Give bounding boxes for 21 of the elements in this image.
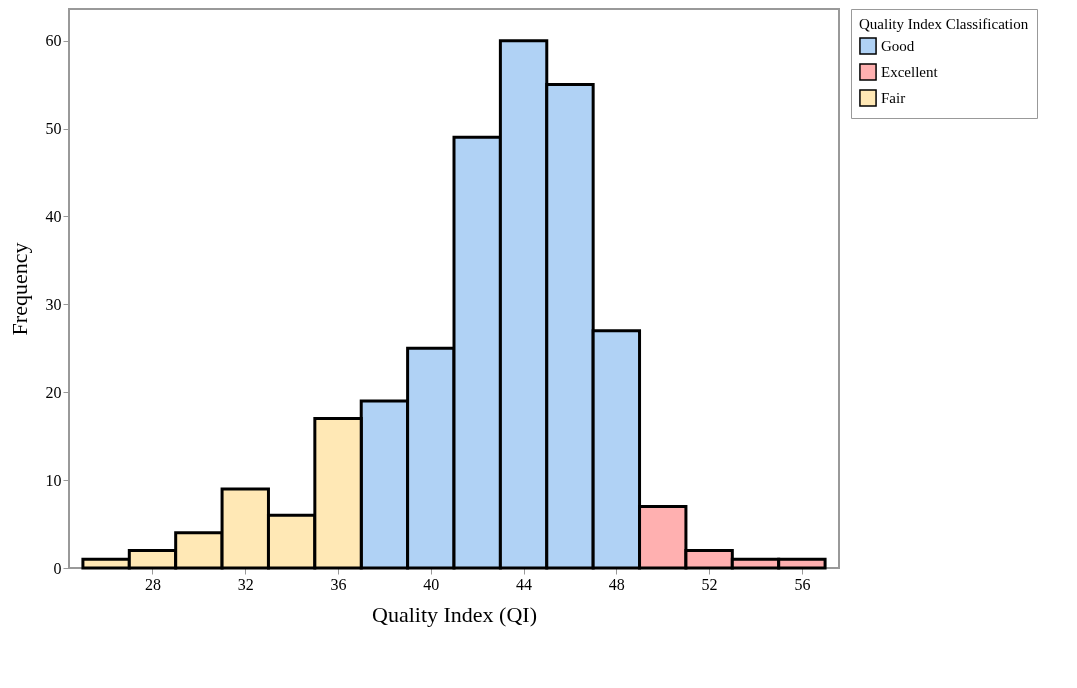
x-tick-label: 40 [423, 575, 440, 593]
x-tick-label: 32 [237, 575, 254, 593]
legend-label: Fair [881, 90, 906, 106]
x-tick-label: 56 [794, 575, 811, 593]
x-tick-label: 44 [516, 575, 533, 593]
x-axis-title: Quality Index (QI) [372, 601, 537, 627]
y-tick-label: 0 [53, 559, 62, 577]
legend-title: Quality Index Classification [859, 16, 1029, 32]
y-axis-title: Frequency [6, 242, 32, 336]
x-tick-label: 28 [144, 575, 161, 593]
y-tick-label: 30 [45, 295, 62, 313]
x-tick-label: 52 [701, 575, 718, 593]
legend-label: Excellent [881, 64, 939, 80]
y-tick-label: 40 [45, 207, 62, 225]
legend-label: Good [881, 38, 915, 54]
y-tick-label: 60 [45, 32, 62, 50]
y-tick-label: 10 [45, 471, 62, 489]
y-tick-label: 50 [45, 120, 62, 138]
x-tick-label: 36 [330, 575, 347, 593]
x-tick-label: 48 [608, 575, 625, 593]
y-tick-label: 20 [45, 383, 62, 401]
